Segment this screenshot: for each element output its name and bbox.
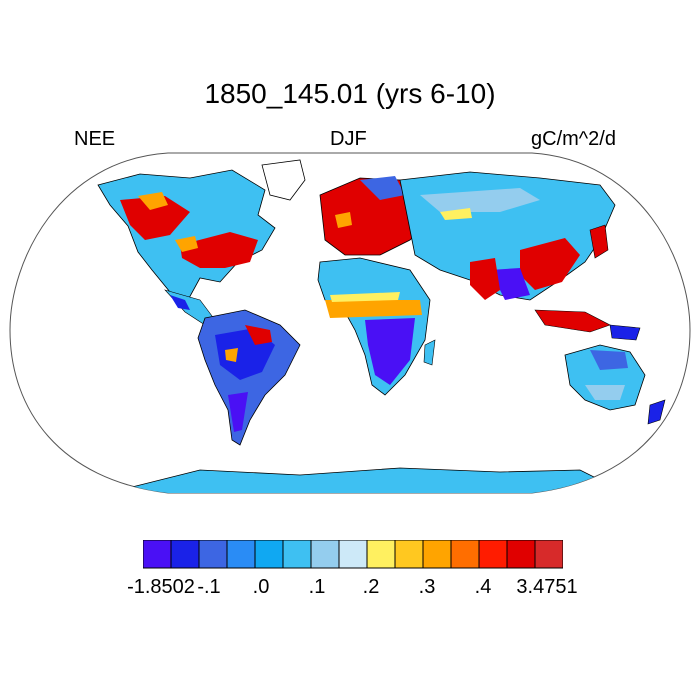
greenland (261, 159, 306, 201)
colorbar-tick-label: -.1 (197, 576, 221, 598)
colorbar-box (143, 540, 172, 569)
colorbar-box (282, 540, 312, 569)
canada-west-positive (120, 196, 190, 240)
europe-orange (335, 212, 352, 228)
south-america-orange (225, 348, 238, 362)
canada-orange-band (138, 192, 168, 210)
south-america-positive-patch (245, 325, 272, 345)
south-asia-negative (490, 268, 530, 300)
colorbar (143, 540, 563, 569)
madagascar (423, 339, 436, 366)
southern-africa-negative (365, 318, 415, 385)
indonesia (534, 309, 611, 333)
colorbar-box (338, 540, 368, 569)
east-us-positive (180, 232, 258, 268)
variable-label: NEE (74, 128, 116, 150)
east-china-positive (520, 238, 580, 290)
colorbar-tick-label: 3.4751 (516, 576, 578, 598)
east-us-orange (175, 236, 198, 252)
colorbar-tick-label: -1.8502 (127, 576, 195, 598)
sahel-yellow (330, 292, 400, 302)
sahel-orange-band (325, 300, 422, 318)
colorbar-box (310, 540, 340, 569)
australia-south-light (585, 385, 625, 400)
colorbar-box (366, 540, 396, 569)
antarctica-landmass (118, 467, 622, 493)
colorbar-box (478, 540, 508, 569)
japan (589, 224, 609, 259)
units-label: gC/m^2/d (531, 128, 616, 150)
colorbar-tick-label: .1 (308, 576, 326, 598)
australia-north-negative (590, 350, 628, 370)
season-label: DJF (330, 128, 367, 150)
colorbar-tick-label: .2 (362, 576, 380, 598)
colorbar-box (394, 540, 424, 569)
colorbar-box (170, 540, 200, 569)
colorbar-tick-label: .4 (474, 576, 492, 598)
map-title: 1850_145.01 (yrs 6-10) (204, 78, 496, 109)
scandinavia-blue (360, 176, 405, 200)
colorbar-box (506, 540, 536, 569)
colorbar-box (198, 540, 228, 569)
central-america-negative (170, 295, 190, 310)
colorbar-box (226, 540, 256, 569)
colorbar-box (254, 540, 284, 569)
new-zealand (647, 399, 666, 425)
new-guinea (609, 324, 641, 341)
central-asia-yellow (440, 208, 472, 220)
siberia-light (420, 188, 540, 212)
colorbar-box (534, 540, 563, 569)
colorbar-tick-label: .0 (252, 576, 270, 598)
colorbar-tick-label: .3 (418, 576, 436, 598)
colorbar-box (422, 540, 452, 569)
colorbar-box (450, 540, 480, 569)
india-positive (470, 258, 500, 300)
south-america-south-negative (228, 392, 248, 432)
